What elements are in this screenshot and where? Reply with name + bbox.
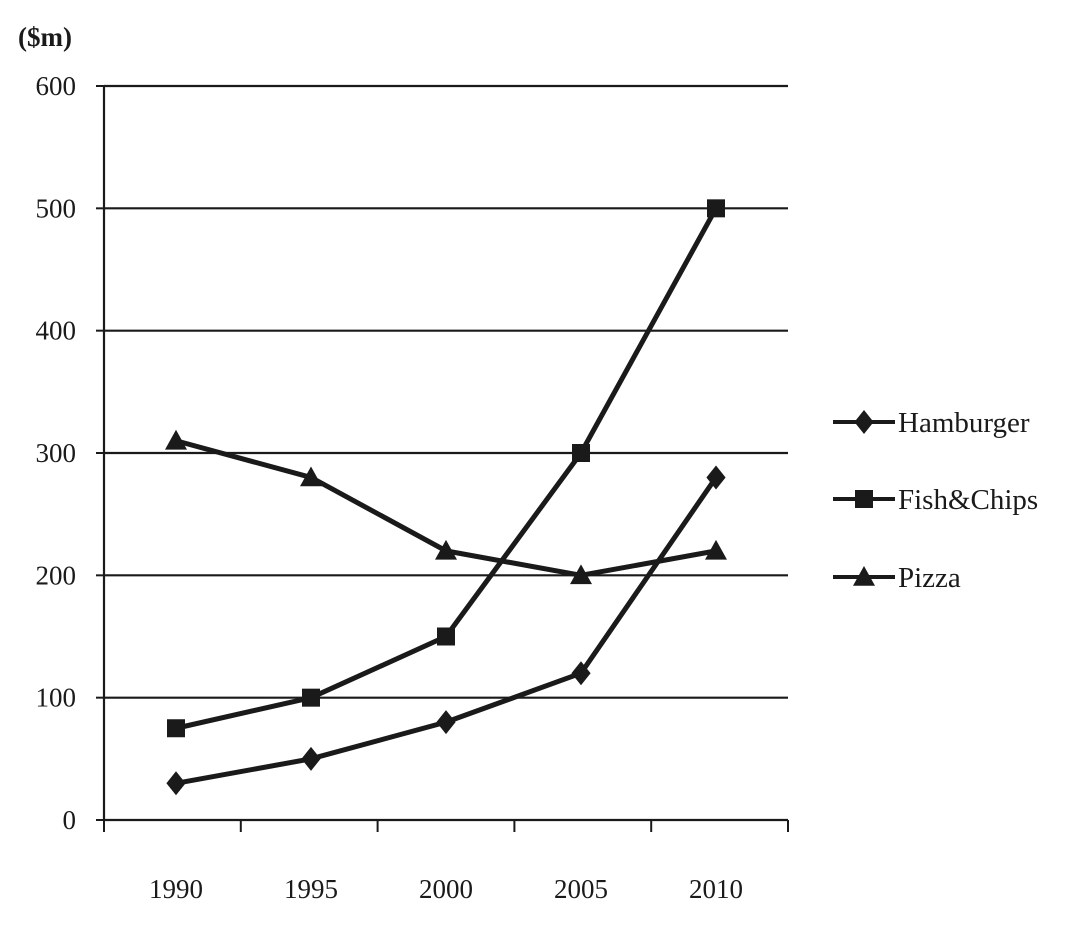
data-point-fish-chips <box>707 199 725 218</box>
series-fish-chips <box>167 199 725 738</box>
y-tick-label: 200 <box>36 560 77 590</box>
y-unit-label: ($m) <box>18 22 72 52</box>
y-tick-label: 100 <box>36 683 77 713</box>
series-hamburger <box>166 465 726 796</box>
axes <box>96 85 789 832</box>
data-point-hamburger <box>301 746 321 771</box>
data-point-fish-chips <box>572 444 590 462</box>
data-point-fish-chips <box>302 688 320 707</box>
x-tick-label: 2000 <box>419 874 473 904</box>
data-point-hamburger <box>706 465 726 490</box>
data-point-pizza <box>435 539 457 560</box>
data-point-fish-chips <box>167 719 185 738</box>
legend: Hamburger Fish&Chips Pizza <box>833 407 1038 594</box>
data-point-pizza <box>705 539 727 560</box>
data-point-hamburger <box>166 771 186 796</box>
y-tick-label: 400 <box>36 316 77 346</box>
grid-lines <box>104 84 788 699</box>
y-tick-label: 300 <box>36 438 77 468</box>
data-point-pizza <box>570 564 592 585</box>
data-point-fish-chips <box>437 627 455 646</box>
series-line-fish-chips <box>175 207 719 731</box>
data-point-hamburger <box>571 661 591 686</box>
legend-item-fish-chips: Fish&Chips <box>833 484 1038 516</box>
series-lines <box>165 199 727 796</box>
data-point-pizza <box>300 466 322 487</box>
y-tick-label: 0 <box>63 805 77 835</box>
x-tick-labels: 1990 1995 2000 2005 2010 <box>149 874 743 904</box>
y-tick-label: 600 <box>36 71 77 101</box>
x-tick-label: 2005 <box>554 874 608 904</box>
y-tick-label: 500 <box>36 193 77 223</box>
legend-item-hamburger: Hamburger <box>833 407 1030 439</box>
x-tick-label: 1990 <box>149 874 203 904</box>
x-tick-label: 2010 <box>689 874 743 904</box>
legend-label: Pizza <box>898 562 961 594</box>
legend-marker-hamburger <box>854 410 874 434</box>
legend-marker-fish-chips <box>855 490 873 508</box>
data-point-hamburger <box>436 710 456 735</box>
series-pizza <box>165 429 727 585</box>
legend-marker-pizza <box>853 566 875 586</box>
legend-label: Fish&Chips <box>898 484 1038 516</box>
legend-item-pizza: Pizza <box>833 562 961 594</box>
data-point-pizza <box>165 429 187 450</box>
x-tick-label: 1995 <box>284 874 338 904</box>
legend-label: Hamburger <box>898 407 1030 439</box>
y-tick-labels: 0 100 200 300 400 500 600 <box>36 71 77 835</box>
